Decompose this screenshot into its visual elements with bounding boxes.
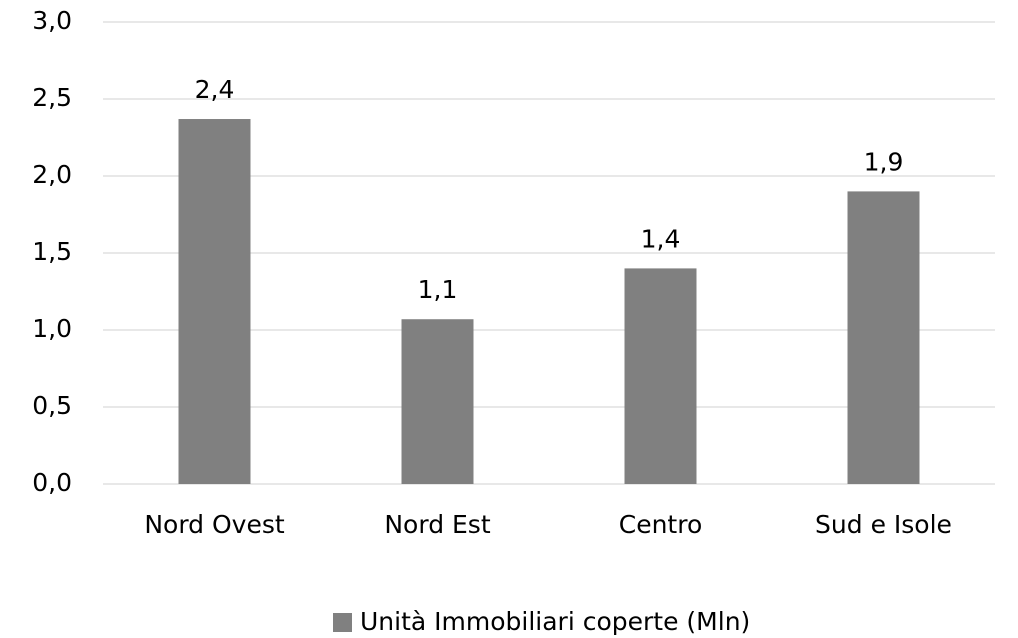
y-tick-label: 2,0 xyxy=(32,160,72,189)
bar xyxy=(624,268,697,484)
legend-label: Unità Immobiliari coperte (Mln) xyxy=(360,607,750,636)
x-tick-label: Centro xyxy=(619,510,703,539)
x-tick-label: Nord Est xyxy=(384,510,490,539)
y-tick-label: 2,5 xyxy=(32,83,72,112)
y-tick-label: 1,0 xyxy=(32,314,72,343)
x-tick-label: Sud e Isole xyxy=(815,510,952,539)
bar xyxy=(401,319,474,484)
x-tick-label: Nord Ovest xyxy=(144,510,285,539)
bar xyxy=(847,191,920,484)
y-tick-label: 1,5 xyxy=(32,237,72,266)
y-tick-label: 0,0 xyxy=(32,468,72,497)
y-tick-label: 3,0 xyxy=(32,6,72,35)
bar xyxy=(178,119,251,485)
data-label: 1,9 xyxy=(864,147,904,176)
data-label: 2,4 xyxy=(195,75,235,104)
legend-swatch xyxy=(333,613,352,632)
data-label: 1,4 xyxy=(641,224,681,253)
data-label: 1,1 xyxy=(418,275,458,304)
y-tick-label: 0,5 xyxy=(32,391,72,420)
